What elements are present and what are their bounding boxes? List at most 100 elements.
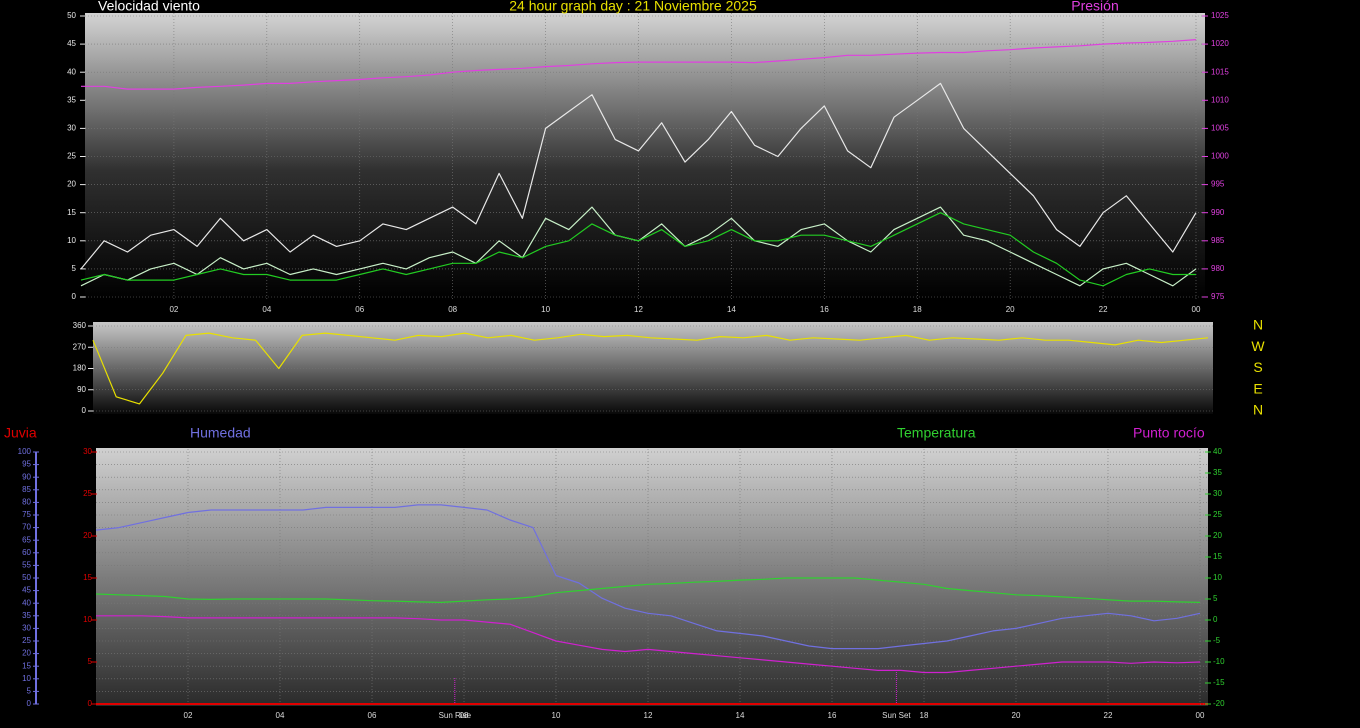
y2-tick-label: 995 [1211,180,1225,189]
x-tick-label: 08 [460,711,469,720]
y-tick-label: 45 [22,586,31,595]
x-tick-label: 16 [820,305,829,314]
x-tick-label: 12 [644,711,653,720]
x-tick-label: 12 [634,305,643,314]
y-tick-label: 60 [22,548,31,557]
series-line [95,577,1201,603]
y2-tick-label: -10 [1213,657,1225,666]
y3-tick-label: 15 [83,573,92,582]
x-tick-label: 18 [913,305,922,314]
y-tick-label: 0 [72,292,77,301]
x-tick-label: 06 [355,305,364,314]
x-tick-label: 08 [448,305,457,314]
y-tick-label: 0 [27,699,32,708]
series-line [80,212,1196,287]
y2-tick-label: 25 [1213,510,1222,519]
y-tick-label: 30 [67,124,76,133]
chart-title: 24 hour graph day : 21 Noviembre 2025 [509,0,757,14]
y-tick-label: 20 [22,649,31,658]
y2-tick-label: 1000 [1211,152,1229,161]
y2-tick-label: 1005 [1211,124,1229,133]
y-tick-label: 75 [22,510,31,519]
y3-tick-label: 25 [83,489,92,498]
y-tick-label: 90 [77,385,86,394]
rain-label: Juvia [4,425,37,441]
y-tick-label: 35 [22,611,31,620]
x-tick-label: 14 [727,305,736,314]
y2-tick-label: -5 [1213,636,1221,645]
x-tick-label: 16 [828,711,837,720]
y2-tick-label: 1015 [1211,67,1229,76]
y-tick-label: 85 [22,485,31,494]
temperature-panel [96,448,1208,706]
y2-tick-label: 1025 [1211,11,1229,20]
series-line [92,332,1209,405]
dewpoint-label: Punto rocío [1133,425,1205,441]
y-tick-label: 50 [22,573,31,582]
y-tick-label: 55 [22,561,31,570]
y-tick-label: 15 [22,661,31,670]
x-tick-label: 10 [541,305,550,314]
humidity-label: Humedad [190,425,251,441]
y2-tick-label: 40 [1213,447,1222,456]
x-tick-label: 00 [1196,711,1205,720]
pressure-label: Presión [1071,0,1118,14]
y2-tick-label: -20 [1213,699,1225,708]
y-tick-label: 80 [22,498,31,507]
y-tick-label: 90 [22,472,31,481]
x-tick-label: 22 [1104,711,1113,720]
y-tick-label: 50 [67,11,76,20]
y3-tick-label: 0 [88,699,93,708]
y2-tick-label: -15 [1213,678,1225,687]
y2-tick-label: S [1253,359,1262,375]
y-tick-label: 180 [73,364,87,373]
y2-tick-label: 15 [1213,552,1222,561]
y2-tick-label: 5 [1213,594,1218,603]
wind-label: Velocidad viento [98,0,200,14]
y-tick-label: 10 [22,674,31,683]
y-tick-label: 95 [22,460,31,469]
y-tick-label: 20 [67,180,76,189]
y2-tick-label: N [1253,402,1263,418]
y2-tick-label: 1010 [1211,95,1229,104]
y-tick-label: 15 [67,208,76,217]
y-tick-label: 30 [22,624,31,633]
y3-tick-label: 5 [88,657,93,666]
x-tick-label: 20 [1012,711,1021,720]
y2-tick-label: 20 [1213,531,1222,540]
x-tick-label: 04 [276,711,285,720]
y3-tick-label: 30 [83,447,92,456]
y2-tick-label: 985 [1211,236,1225,245]
y-tick-label: 270 [73,342,87,351]
x-tick-label: 02 [184,711,193,720]
direction-panel [93,322,1213,414]
y2-tick-label: E [1253,380,1262,396]
series-line [96,615,1201,674]
y2-tick-label: 10 [1213,573,1222,582]
x-tick-label: 02 [169,305,178,314]
series-line [81,39,1197,90]
y2-tick-label: N [1253,317,1263,333]
y-tick-label: 25 [22,636,31,645]
y-tick-label: 360 [73,321,87,330]
y2-tick-label: 30 [1213,489,1222,498]
y2-tick-label: 35 [1213,468,1222,477]
y2-tick-label: W [1251,338,1265,354]
y3-tick-label: 10 [83,615,92,624]
x-tick-label: 22 [1099,305,1108,314]
y3-tick-label: 20 [83,531,92,540]
x-tick-label: 06 [368,711,377,720]
y-tick-label: 40 [22,598,31,607]
series-line [95,504,1201,650]
y-tick-label: 45 [67,39,76,48]
y-tick-label: 5 [72,264,77,273]
y-tick-label: 35 [67,95,76,104]
y-tick-label: 70 [22,523,31,532]
y-tick-label: 0 [82,406,87,415]
x-tick-label: 18 [920,711,929,720]
x-tick-label: 00 [1192,305,1201,314]
x-tick-label: 14 [736,711,745,720]
sun-label: Sun Set [882,711,911,720]
